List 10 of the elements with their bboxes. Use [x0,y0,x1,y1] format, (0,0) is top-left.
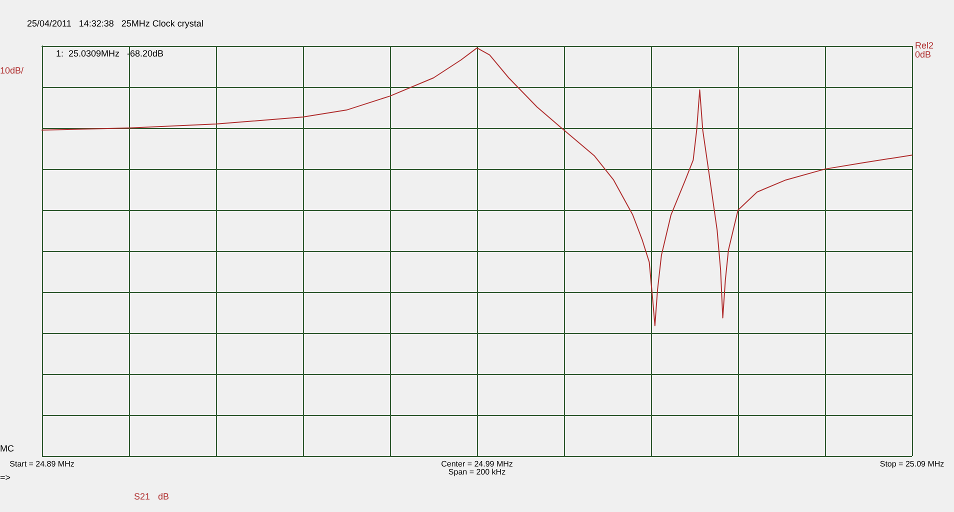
text: dB [158,492,170,502]
x-tick-label: Center = 24.99 MHz Span = 200 kHz [441,460,513,476]
chart-title: 25/04/2011 14:32:38 25MHz Clock crystal [27,18,204,28]
text: Rel2 0dB [915,40,934,60]
text: => [0,472,11,482]
x-tick-label: Stop = 25.09 MHz [880,460,944,468]
text: MC [0,444,14,454]
text: S21 [134,492,150,502]
y-axis-title: 10dB/ [0,66,24,76]
x-tick-label: Start = 24.89 MHz [10,460,74,468]
